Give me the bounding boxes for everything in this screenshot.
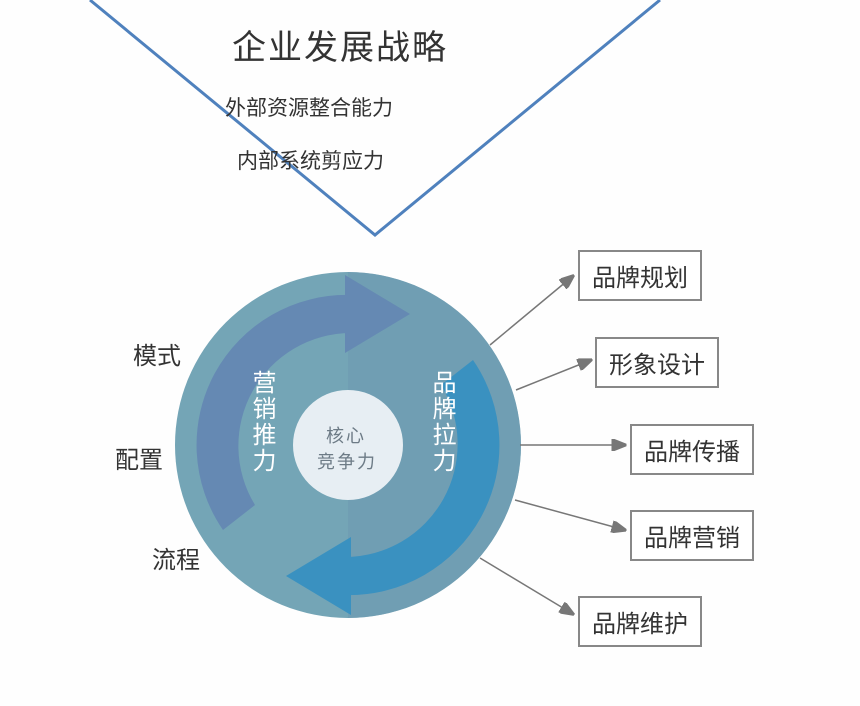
left-label-flow: 流程 [152,540,200,575]
center-label-2: 竞争力 [317,448,377,474]
left-label-config: 配置 [115,440,163,475]
cycle-diagram [0,0,860,706]
right-box-marketing: 品牌营销 [630,510,754,561]
left-label-mode: 模式 [133,336,181,371]
right-box-spread: 品牌传播 [630,424,754,475]
right-box-design: 形象设计 [595,337,719,388]
left-arrow-text: 营销推力 [244,370,279,474]
right-box-maintain: 品牌维护 [578,596,702,647]
center-label-1: 核心 [326,422,366,448]
right-arrow-text: 品牌拉力 [424,370,459,474]
right-box-planning: 品牌规划 [578,250,702,301]
